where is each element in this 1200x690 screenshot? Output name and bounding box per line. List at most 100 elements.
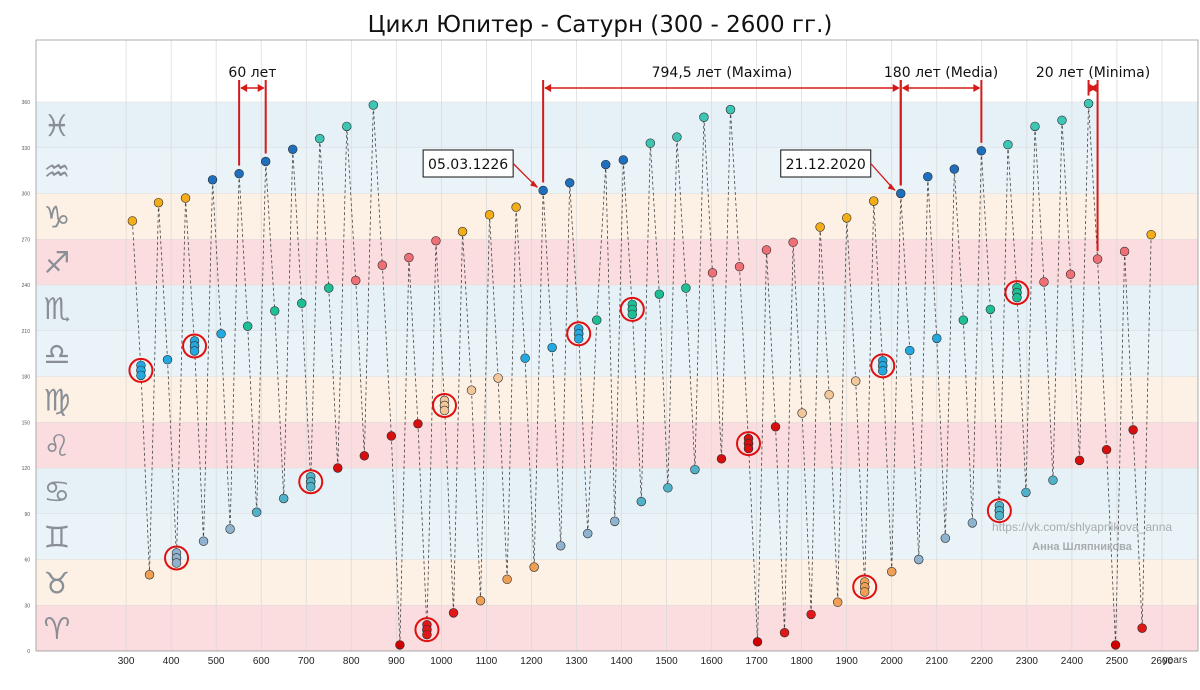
drop-line: [212, 179, 222, 334]
highlight-ring: [852, 574, 878, 600]
y-tick-label: 90: [24, 512, 30, 518]
drop-line: [730, 109, 740, 267]
drop-line: [471, 390, 481, 601]
highlight-point: [189, 346, 200, 356]
drop-line: [1124, 251, 1134, 430]
data-point: [404, 252, 414, 263]
data-point: [976, 146, 987, 156]
drop-line: [462, 231, 472, 391]
watermark: https://vk.com/shlyapnikova_anna Анна Шл…: [992, 520, 1172, 553]
data-point: [761, 245, 772, 255]
drop-line: [792, 242, 803, 414]
drop-line: [596, 164, 607, 321]
data-point: [1092, 254, 1103, 264]
drop-line: [900, 193, 911, 351]
chart-title: Цикл Юпитер - Сатурн (300 - 2600 гг.): [368, 12, 833, 38]
highlight-point: [306, 482, 316, 492]
x-tick-label: 800: [343, 656, 360, 667]
drop-line: [766, 249, 776, 427]
data-point: [610, 516, 620, 527]
x-tick-label: 2200: [971, 656, 994, 667]
data-point: [645, 138, 656, 148]
data-point: [466, 385, 477, 395]
drop-line: [140, 370, 150, 575]
interval-annotations: 60 лет 794,5 лет (Maxima) 180 лет (Media) 2…: [228, 65, 1150, 252]
drop-line: [810, 227, 821, 615]
drop-line: [980, 150, 991, 310]
drop-line: [444, 405, 454, 613]
x-tick-label: 600: [253, 656, 270, 667]
data-point: [270, 306, 280, 316]
data-point: [618, 155, 629, 165]
data-point: [377, 260, 388, 270]
highlight-rings: [128, 280, 1030, 643]
arrow-head: [892, 84, 900, 92]
data-point: [1083, 98, 1094, 109]
drop-line: [265, 161, 276, 311]
capricorn-icon: ♑: [44, 200, 71, 235]
drop-line: [274, 310, 285, 499]
drop-line: [685, 288, 696, 470]
arrow-head: [257, 84, 265, 92]
data-point: [529, 562, 539, 572]
highlight-point: [743, 443, 754, 454]
date-box: [780, 149, 872, 178]
data-point: [1057, 115, 1067, 126]
drop-line: [712, 272, 722, 459]
drop-line: [801, 413, 812, 615]
drop-line: [542, 190, 553, 348]
libra-icon: ♎: [44, 338, 71, 373]
x-tick-label: 2300: [1016, 656, 1039, 667]
drop-line: [784, 242, 794, 633]
sagittarius-icon: ♐: [44, 246, 71, 281]
band-leo: [36, 422, 1198, 468]
data-point: [869, 196, 879, 206]
interval-label: 20 лет (Minima): [1036, 65, 1150, 81]
arrow-head: [1089, 84, 1097, 92]
data-point: [1003, 140, 1013, 150]
data-point: [144, 570, 155, 580]
data-point: [707, 268, 718, 278]
cancer-icon: ♋: [44, 475, 71, 510]
band-taurus: [36, 559, 1198, 606]
drop-line: [909, 350, 920, 560]
x-tick-label: 1300: [565, 656, 588, 667]
data-point: [797, 408, 807, 418]
y-tick-label: 360: [22, 100, 31, 106]
drop-line: [229, 173, 240, 530]
drop-line: [524, 358, 535, 568]
drop-line: [346, 126, 357, 281]
drop-line: [739, 266, 749, 444]
data-point: [985, 304, 996, 315]
data-point: [198, 536, 209, 546]
drop-line: [363, 105, 374, 456]
plot-frame: [35, 39, 1199, 652]
drop-line: [292, 149, 303, 304]
highlight-ring: [164, 545, 190, 571]
data-point: [940, 533, 951, 543]
data-point: [260, 156, 271, 167]
data-point: [162, 355, 173, 365]
data-point: [967, 518, 978, 528]
drop-line: [882, 365, 893, 572]
data-point: [734, 262, 745, 272]
data-point: [538, 185, 548, 196]
data-point: [395, 640, 405, 650]
highlight-ring: [736, 431, 762, 457]
highlight-ring: [432, 392, 458, 418]
drop-line: [372, 105, 383, 266]
scorpio-icon: ♏: [44, 292, 71, 327]
y-tick-label: 120: [22, 466, 31, 472]
x-tick-label: 1800: [791, 656, 814, 667]
data-point: [1048, 475, 1058, 485]
drop-line: [158, 202, 168, 360]
taurus-icon: ♉: [44, 566, 71, 601]
data-point: [520, 353, 530, 363]
data-point: [914, 554, 924, 565]
drop-line: [256, 161, 267, 513]
data-point: [315, 133, 325, 144]
data-point: [887, 566, 897, 577]
x-tick-label: 700: [298, 656, 315, 667]
data-point: [815, 222, 825, 232]
highlight-point: [422, 629, 432, 640]
